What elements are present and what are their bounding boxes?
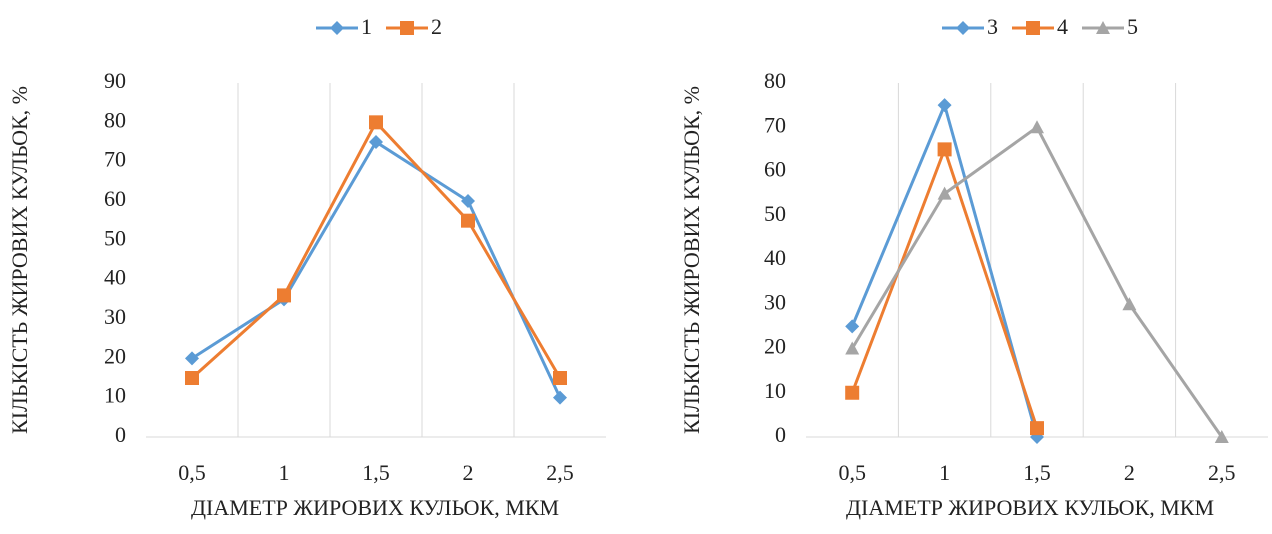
marker	[553, 371, 567, 385]
marker	[1030, 421, 1044, 436]
legend-label: 4	[1057, 14, 1068, 39]
y-tick-label: 90	[104, 68, 126, 93]
series-line	[850, 125, 1224, 438]
x-tick-label: 0,5	[838, 460, 866, 485]
y-tick-label: 70	[104, 147, 126, 172]
marker	[1096, 21, 1110, 34]
x-axis-title: ДІАМЕТР ЖИРОВИХ КУЛЬОК, МКМ	[191, 495, 559, 520]
marker	[937, 142, 952, 157]
marker	[185, 351, 199, 366]
marker	[1030, 120, 1044, 134]
x-tick-label: 2	[1124, 460, 1135, 485]
marker	[330, 21, 344, 35]
marker	[369, 115, 383, 130]
y-axis-title: КІЛЬКІСТЬ ЖИРОВИХ КУЛЬОК, %	[679, 86, 704, 434]
x-tick-label: 1,5	[1023, 460, 1051, 485]
legend-label: 2	[431, 14, 442, 39]
y-axis-title: КІЛЬКІСТЬ ЖИРОВИХ КУЛЬОК, %	[7, 86, 32, 434]
marker	[956, 21, 970, 35]
marker	[1214, 430, 1229, 443]
marker	[937, 98, 952, 113]
y-tick-label: 60	[104, 186, 126, 211]
marker	[1026, 21, 1040, 35]
marker	[845, 385, 860, 400]
marker	[937, 186, 952, 200]
y-tick-label: 40	[764, 245, 786, 270]
marker	[461, 194, 475, 208]
marker	[277, 288, 291, 303]
y-tick-label: 80	[104, 107, 126, 132]
y-tick-label: 70	[764, 112, 786, 137]
y-tick-label: 80	[764, 68, 786, 93]
y-tick-label: 50	[104, 225, 126, 250]
y-tick-label: 20	[764, 334, 786, 359]
x-tick-label: 1	[939, 460, 950, 485]
y-tick-label: 0	[775, 422, 786, 447]
legend-label: 3	[987, 14, 998, 39]
y-tick-label: 10	[764, 378, 786, 403]
y-tick-label: 30	[764, 289, 786, 314]
marker	[185, 371, 199, 385]
series-line	[191, 140, 562, 399]
x-axis-title: ДІАМЕТР ЖИРОВИХ КУЛЬОК, МКМ	[846, 495, 1214, 520]
marker	[1122, 297, 1137, 311]
x-tick-label: 1	[279, 460, 290, 485]
marker	[553, 390, 567, 405]
y-tick-label: 20	[104, 343, 126, 368]
y-tick-label: 0	[115, 422, 126, 447]
x-tick-label: 0,5	[178, 460, 206, 485]
marker	[845, 341, 860, 355]
y-tick-label: 60	[764, 157, 786, 182]
marker	[461, 213, 475, 228]
legend-label: 5	[1127, 14, 1138, 39]
legend-label: 1	[361, 14, 372, 39]
marker	[369, 135, 383, 149]
x-tick-label: 2,5	[546, 460, 574, 485]
y-tick-label: 10	[104, 383, 126, 408]
marker	[400, 21, 414, 35]
x-tick-label: 2	[463, 460, 474, 485]
y-tick-label: 50	[764, 201, 786, 226]
series-line	[190, 120, 562, 380]
x-tick-label: 1,5	[362, 460, 390, 485]
x-tick-label: 2,5	[1208, 460, 1236, 485]
y-tick-label: 30	[104, 304, 126, 329]
marker	[845, 319, 860, 334]
y-tick-label: 40	[104, 265, 126, 290]
